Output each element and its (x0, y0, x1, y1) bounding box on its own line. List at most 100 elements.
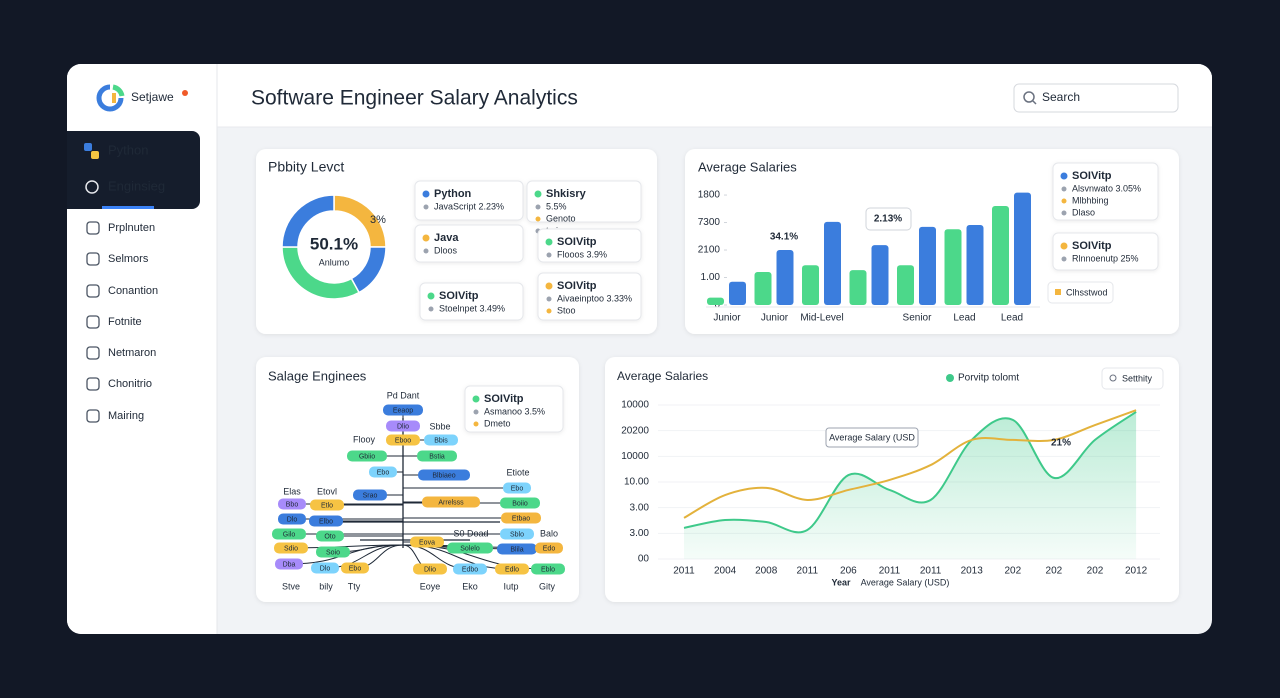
tree-node (501, 512, 541, 524)
nav-item: Conantion (108, 285, 158, 297)
legend-dot (1061, 256, 1067, 262)
y-tick-label: 10000 (621, 400, 649, 411)
legend-card (414, 180, 524, 221)
tree-node (497, 543, 537, 555)
donut-annotation: 3% (370, 214, 386, 226)
y-tick-label: 10000 (621, 451, 649, 462)
bar (919, 226, 936, 305)
legend-title: Java (434, 232, 459, 244)
tree-node-label: Sdio (284, 545, 298, 552)
x-tick-label: Junior (713, 313, 741, 324)
logo (112, 84, 125, 97)
tree-node-label: Soio (326, 549, 340, 556)
tree-caption: S0 Doad (453, 528, 488, 538)
tree-caption: Tty (348, 581, 361, 591)
bar (992, 206, 1009, 305)
nav-item: Prplnuten (108, 222, 155, 234)
x-tick-label: 2011 (673, 566, 695, 577)
legend-dot (473, 409, 479, 415)
tree-caption: Stve (282, 581, 300, 591)
panel-title: Average Salaries (617, 369, 708, 383)
button[interactable] (1047, 281, 1114, 304)
x-tick-label: 206 (840, 566, 857, 577)
annotation: 34.1% (770, 232, 798, 243)
nav-item: Fotnite (108, 316, 142, 328)
legend-dot (1061, 198, 1067, 204)
tree-node (503, 482, 531, 494)
tree-node (386, 420, 420, 432)
tree-node (417, 450, 457, 462)
tree-node-label: Eboo (395, 437, 411, 444)
donut-slice (281, 194, 335, 248)
legend-title: SOIVitp (1072, 170, 1112, 182)
button[interactable] (1101, 367, 1164, 390)
y-tick-label: 1.00 (701, 272, 721, 283)
nav-item: Python (108, 142, 148, 157)
nav-icon (86, 315, 100, 329)
legend-dot (535, 204, 541, 210)
x-tick-label: 2008 (755, 566, 778, 577)
legend-dot (535, 216, 541, 222)
logo-dot (182, 90, 188, 96)
bar (776, 250, 794, 305)
x-tick-label: 202 (1087, 566, 1104, 577)
panel-title: Average Salaries (698, 159, 797, 174)
legend-line: Dmeto (484, 418, 511, 428)
tree-node (386, 434, 420, 446)
nav-icon (86, 252, 100, 266)
button-icon (1109, 374, 1117, 382)
tooltip (825, 427, 919, 448)
tree-node (316, 530, 344, 542)
panel-title: Pbbity Levct (268, 159, 344, 175)
tree-node (531, 563, 565, 575)
y-tick-label: 00 (638, 554, 650, 565)
brand-name: Setjawe (131, 90, 174, 104)
x-tick-label: 2011 (797, 566, 819, 577)
tree-node-label: Etlo (321, 502, 333, 509)
bar (871, 245, 889, 305)
legend-title: SOIVitp (1072, 240, 1112, 252)
bar (944, 229, 962, 305)
tree-caption: Iutp (503, 581, 518, 591)
legend-dot (546, 252, 552, 258)
x-tick-label: Junior (761, 313, 789, 324)
tree-node-label: Dba (283, 561, 296, 568)
tree-node-label: Dlio (424, 566, 436, 573)
tree-caption: Pd Dant (387, 390, 420, 400)
page-title: Software Engineer Salary Analytics (251, 87, 578, 110)
x-axis-label: Year (831, 577, 851, 587)
tree-node (309, 515, 343, 527)
tree-node-label: Ebo (349, 565, 362, 572)
active-underline (102, 206, 154, 209)
nav-icon (85, 180, 99, 194)
tree-node-label: Elbo (319, 518, 333, 525)
tree-caption: Etovl (317, 486, 337, 496)
tree-node-label: Sblo (510, 531, 524, 538)
button-label: Setthity (1122, 373, 1153, 383)
nav-item: Selmors (108, 253, 149, 265)
tree-node-label: Bbis (434, 437, 448, 444)
tree-node-label: Etbao (512, 515, 530, 522)
legend-card (537, 272, 642, 321)
legend-line: Rlnnoenutp 25% (1072, 253, 1139, 263)
y-tick-label: 3.00 (630, 502, 650, 513)
legend-line: Flooos 3.9% (557, 249, 607, 259)
tree-node-label: Bstia (429, 453, 445, 460)
tree-caption: Eoye (420, 581, 441, 591)
tree-node (447, 542, 493, 554)
search-box[interactable] (1013, 83, 1179, 113)
tree-node (311, 562, 339, 574)
tree-node (274, 542, 308, 554)
annotation: Average Salary (USD (829, 432, 915, 442)
legend-card (419, 282, 524, 321)
legend-title: Shkisry (546, 188, 587, 200)
tree-node (535, 542, 563, 554)
tree-caption: Flooy (353, 434, 376, 444)
sidebar (67, 127, 217, 634)
tree-node (383, 404, 423, 416)
button-label: Clhsstwod (1066, 287, 1108, 297)
tree-node (418, 469, 470, 481)
legend-card (464, 385, 564, 433)
legend-dot (1061, 210, 1067, 216)
legend-card (537, 228, 642, 263)
